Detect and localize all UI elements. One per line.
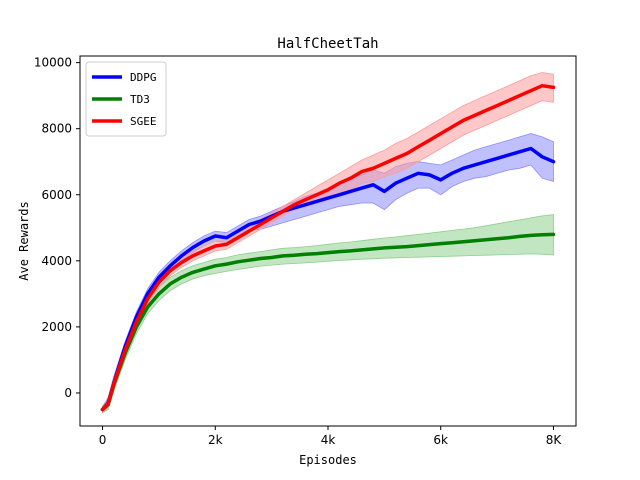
y-tick-label: 2000: [41, 320, 72, 334]
x-tick-label: 8K: [546, 433, 563, 447]
x-tick-label: 2k: [208, 433, 223, 447]
y-tick-label: 4000: [41, 254, 72, 268]
x-tick-label: 6k: [433, 433, 448, 447]
y-tick-label: 8000: [41, 122, 72, 136]
line-ddpg: [100, 146, 556, 412]
y-axis-ticks: 0 2000 4000 6000 8000 10000: [34, 56, 80, 400]
y-tick-label: 6000: [41, 188, 72, 202]
chart-title: HalfCheetTah: [277, 36, 378, 52]
legend-label-sgee: SGEE: [130, 115, 157, 128]
line-td3: [100, 232, 556, 412]
x-tick-label: 0: [99, 433, 107, 447]
legend-box: [85, 61, 167, 137]
series-lines: [100, 83, 556, 412]
line-sgee: [100, 83, 556, 412]
band-td3: [102, 214, 554, 414]
confidence-bands: [102, 72, 554, 414]
legend: DDPG TD3 SGEE: [85, 61, 167, 137]
legend-label-ddpg: DDPG: [130, 71, 157, 84]
y-tick-label: 0: [64, 386, 72, 400]
x-tick-label: 4k: [321, 433, 336, 447]
x-axis-label: Episodes: [299, 453, 357, 467]
y-tick-label: 10000: [34, 56, 72, 70]
legend-label-td3: TD3: [130, 93, 150, 106]
y-axis-label: Ave Rewards: [17, 201, 31, 280]
x-axis-ticks: 0 2k 4k 6k 8K: [99, 426, 563, 447]
